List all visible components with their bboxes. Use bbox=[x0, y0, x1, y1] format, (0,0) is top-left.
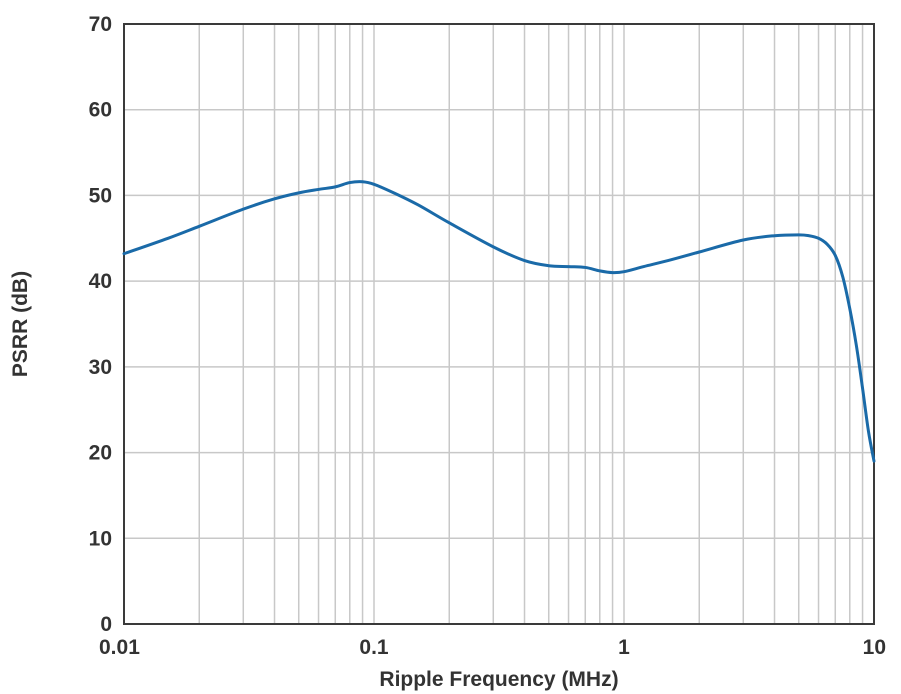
x-tick-label: 0.01 bbox=[99, 636, 140, 659]
y-tick-label: 20 bbox=[89, 442, 112, 465]
x-axis-title: Ripple Frequency (MHz) bbox=[379, 668, 618, 691]
y-tick-label: 10 bbox=[89, 527, 112, 550]
x-tick-labels: 0.01 0.1 1 10 bbox=[99, 636, 886, 659]
y-tick-label: 50 bbox=[89, 184, 112, 207]
series-group bbox=[122, 180, 876, 463]
grid-minor-lines bbox=[198, 24, 864, 624]
plot-area-frame bbox=[123, 23, 875, 625]
y-axis-title: PSRR (dB) bbox=[9, 271, 32, 377]
psrr-series-line bbox=[122, 180, 876, 463]
y-tick-label: 70 bbox=[89, 13, 112, 36]
y-tick-labels: 0 10 20 30 40 50 60 70 bbox=[89, 13, 112, 636]
grid-major-lines bbox=[123, 23, 875, 625]
x-tick-label: 10 bbox=[863, 636, 886, 659]
x-tick-label: 0.1 bbox=[359, 636, 389, 659]
y-tick-label: 0 bbox=[100, 613, 112, 636]
y-tick-label: 60 bbox=[89, 99, 112, 122]
y-tick-label: 40 bbox=[89, 270, 112, 293]
x-tick-label: 1 bbox=[618, 636, 630, 659]
y-tick-label: 30 bbox=[89, 356, 112, 379]
